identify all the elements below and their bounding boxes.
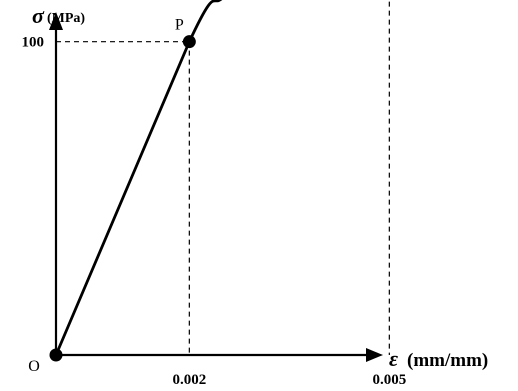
y-axis-arrow bbox=[49, 12, 63, 30]
y-axis-unit: (MPa) bbox=[47, 11, 85, 26]
point-o-marker bbox=[49, 348, 63, 362]
y-tick-label-100: 100 bbox=[22, 35, 45, 51]
point-o-label: O bbox=[28, 358, 40, 375]
x-tick-label-0.005: 0.005 bbox=[372, 372, 406, 388]
x-axis-symbol: ε bbox=[389, 346, 398, 371]
point-p-marker bbox=[182, 35, 196, 49]
point-p-label: P bbox=[175, 17, 184, 34]
x-tick-label-0.002: 0.002 bbox=[172, 372, 206, 388]
x-axis-arrow bbox=[366, 348, 383, 362]
x-axis-unit: (mm/mm) bbox=[407, 350, 488, 371]
y-axis-symbol: σ bbox=[32, 3, 45, 28]
stress-strain-curve bbox=[54, 0, 223, 356]
